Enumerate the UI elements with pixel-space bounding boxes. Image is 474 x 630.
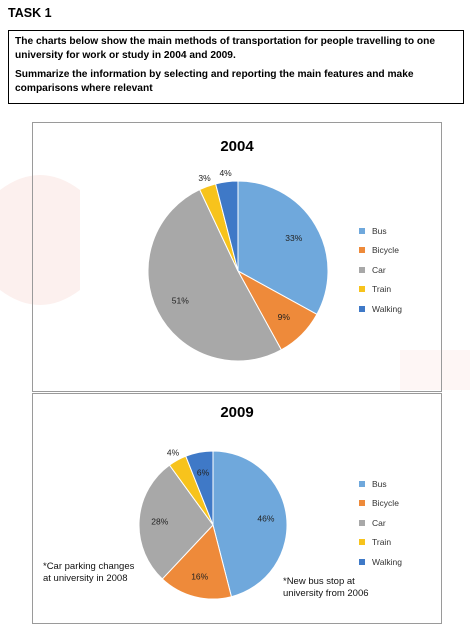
task-prompt-box: The charts below show the main methods o… (8, 30, 464, 104)
legend-item-train: Train (359, 533, 402, 553)
pie-2009-svg: 46% 16% 28% 4% 6% (138, 447, 288, 600)
slice-label-bicycle: 16% (191, 572, 208, 582)
legend-swatch (359, 539, 365, 546)
legend-item-bus: Bus (359, 221, 402, 241)
legend-item-bus: Bus (359, 474, 402, 494)
slice-label-train: 3% (198, 173, 211, 183)
legend-swatch (359, 266, 365, 273)
slice-label-walking: 4% (219, 168, 232, 178)
slice-label-bus: 33% (285, 233, 302, 243)
legend-item-train: Train (359, 280, 402, 300)
legend-label: Bicycle (372, 245, 399, 256)
pie-slice-car (147, 188, 283, 362)
pie-2004-svg: 33% 9% 51% 3% 4% (147, 168, 329, 362)
task-title: TASK 1 (8, 6, 52, 20)
pie-slice-bus (237, 180, 329, 316)
legend-label: Bicycle (372, 498, 399, 509)
task-instruction: Summarize the information by selecting a… (15, 69, 414, 94)
pie-slice-walking (185, 450, 214, 526)
legend-swatch (359, 558, 365, 565)
legend-2009: Bus Bicycle Car Train Walking (359, 474, 402, 572)
legend-swatch (359, 286, 365, 293)
task-prompt: The charts below show the main methods o… (15, 36, 435, 61)
legend-label: Car (372, 517, 386, 528)
pie-slice-walking (215, 180, 239, 272)
annotation-bus-stop: *New bus stop at university from 2006 (283, 576, 369, 599)
pie-slice-car (138, 464, 214, 580)
pie-slice-bicycle (161, 523, 233, 600)
slice-label-walking: 6% (197, 468, 210, 478)
slice-label-car: 51% (172, 295, 189, 305)
chart-title: 2009 (220, 404, 254, 421)
legend-swatch (359, 480, 365, 487)
legend-label: Car (372, 264, 386, 275)
legend-swatch (359, 519, 365, 526)
legend-swatch (359, 227, 365, 234)
legend-label: Train (372, 537, 392, 548)
legend-item-walking: Walking (359, 299, 402, 319)
slice-label-bicycle: 9% (278, 312, 291, 322)
legend-label: Walking (372, 556, 402, 567)
slice-label-bus: 46% (257, 513, 274, 523)
chart-title: 2004 (220, 138, 254, 155)
legend-label: Walking (372, 303, 402, 314)
legend-swatch (359, 305, 365, 312)
slice-label-train: 4% (167, 447, 180, 457)
pie-chart-2009: 2009 46% 16% 28% 4% 6% Bus Bicycle Car Train Wal… (32, 393, 442, 624)
legend-swatch (359, 500, 365, 507)
pie-chart-2004: 2004 33% 9% 51% 3% 4% Bus Bicycle Car Train Walk… (32, 122, 442, 392)
legend-swatch (359, 247, 365, 254)
legend-item-bicycle: Bicycle (359, 241, 402, 261)
legend-label: Train (372, 284, 392, 295)
legend-item-bicycle: Bicycle (359, 494, 402, 514)
pie-slice-bus (212, 450, 288, 598)
legend-label: Bus (372, 478, 387, 489)
legend-item-car: Car (359, 513, 402, 533)
legend-item-walking: Walking (359, 552, 402, 572)
legend-2004: Bus Bicycle Car Train Walking (359, 221, 402, 319)
legend-item-car: Car (359, 260, 402, 280)
annotation-car-parking: *Car parking changes at university in 20… (43, 561, 135, 584)
legend-label: Bus (372, 225, 387, 236)
slice-label-car: 28% (151, 517, 168, 527)
